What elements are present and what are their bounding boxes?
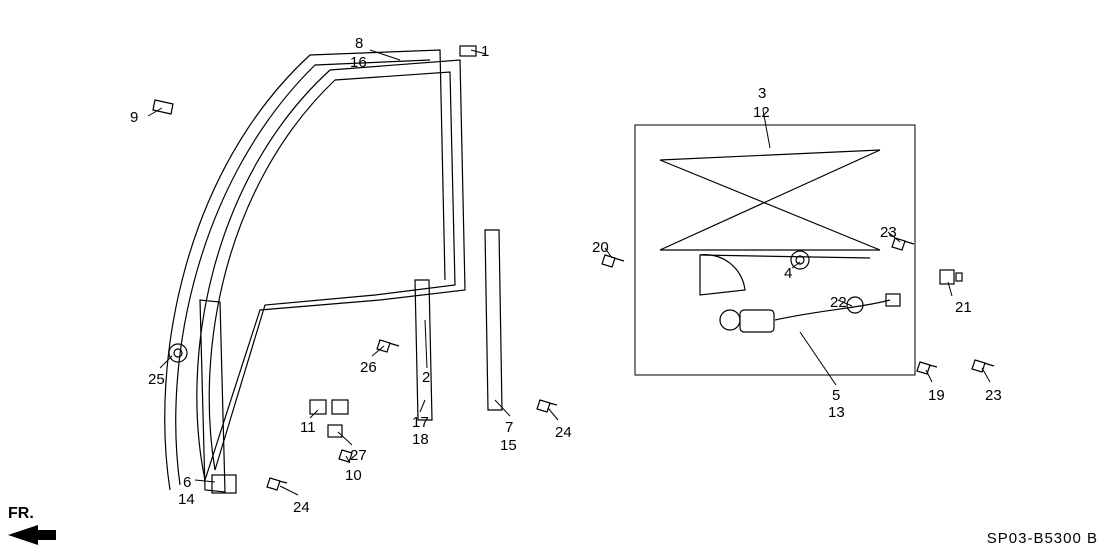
callout-22: 22 bbox=[830, 295, 847, 310]
callout-17: 17 bbox=[412, 415, 429, 430]
callout-5: 5 bbox=[832, 388, 840, 403]
callout-4: 4 bbox=[784, 266, 792, 281]
reference-code: SP03-B5300 B bbox=[987, 530, 1098, 547]
callout-27: 27 bbox=[350, 448, 367, 463]
callout-16: 16 bbox=[350, 55, 367, 70]
callout-1: 1 bbox=[481, 44, 489, 59]
callout-2: 2 bbox=[422, 370, 430, 385]
callout-24b: 24 bbox=[293, 500, 310, 515]
diagram-stage: 1 8 16 9 3 12 20 4 23 22 21 5 13 19 23 2… bbox=[0, 0, 1108, 553]
callout-24: 24 bbox=[555, 425, 572, 440]
callout-20: 20 bbox=[592, 240, 609, 255]
callout-23: 23 bbox=[880, 225, 897, 240]
callout-21: 21 bbox=[955, 300, 972, 315]
callout-23b: 23 bbox=[985, 388, 1002, 403]
callout-9: 9 bbox=[130, 110, 138, 125]
front-marker: FR. bbox=[8, 505, 34, 523]
callout-12: 12 bbox=[753, 105, 770, 120]
callout-26: 26 bbox=[360, 360, 377, 375]
callout-10: 10 bbox=[345, 468, 362, 483]
callout-25: 25 bbox=[148, 372, 165, 387]
diagram-svg bbox=[0, 0, 1108, 553]
callout-14: 14 bbox=[178, 492, 195, 507]
front-arrow-icon bbox=[8, 525, 38, 545]
callout-13: 13 bbox=[828, 405, 845, 420]
callout-15: 15 bbox=[500, 438, 517, 453]
callout-6: 6 bbox=[183, 475, 191, 490]
callout-8: 8 bbox=[355, 36, 363, 51]
callout-19: 19 bbox=[928, 388, 945, 403]
callout-18: 18 bbox=[412, 432, 429, 447]
callout-11: 11 bbox=[300, 420, 316, 435]
callout-7: 7 bbox=[505, 420, 513, 435]
callout-3: 3 bbox=[758, 86, 766, 101]
